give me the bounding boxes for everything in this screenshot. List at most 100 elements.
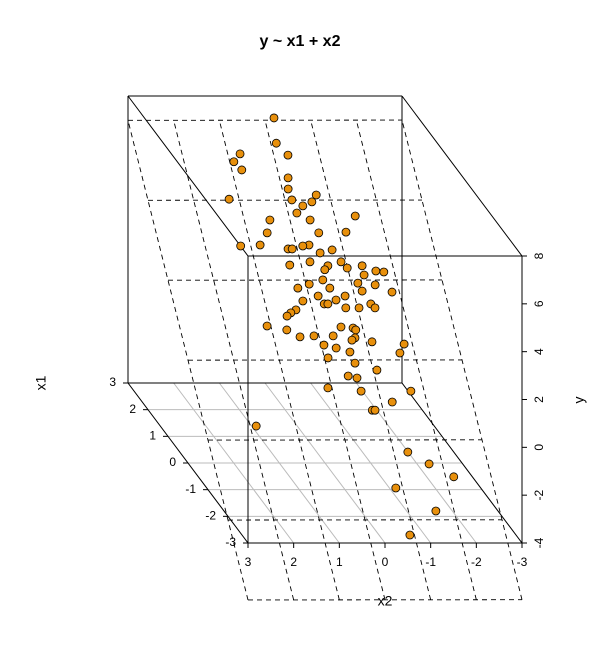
point bbox=[336, 322, 346, 332]
point bbox=[351, 325, 361, 335]
point bbox=[343, 371, 353, 381]
point bbox=[405, 530, 415, 540]
point bbox=[323, 353, 333, 363]
chart-title: y ~ x1 + x2 bbox=[260, 33, 341, 50]
x-tick-label: 2 bbox=[290, 555, 297, 569]
depth-axis-title: x1 bbox=[33, 375, 49, 390]
point bbox=[387, 287, 397, 297]
point bbox=[298, 296, 308, 306]
point bbox=[314, 228, 324, 238]
point bbox=[350, 211, 360, 221]
point bbox=[391, 483, 401, 493]
point bbox=[251, 421, 261, 431]
point bbox=[309, 331, 319, 341]
point bbox=[236, 241, 246, 251]
point bbox=[359, 270, 369, 280]
point bbox=[224, 194, 234, 204]
depth-tick-label: 3 bbox=[109, 375, 116, 389]
depth-tick-label: -2 bbox=[205, 509, 216, 523]
depth-tick-label: 1 bbox=[149, 429, 156, 443]
point bbox=[341, 227, 351, 237]
point bbox=[449, 472, 459, 482]
point bbox=[295, 332, 305, 342]
y-tick-label: 0 bbox=[532, 444, 546, 451]
point bbox=[372, 365, 382, 375]
depth-tick-label: -3 bbox=[225, 535, 236, 549]
point bbox=[340, 291, 350, 301]
box-edge bbox=[401, 382, 523, 544]
point bbox=[357, 261, 367, 271]
point bbox=[283, 150, 293, 160]
point bbox=[357, 286, 367, 296]
point bbox=[305, 257, 315, 267]
x-tick-label: 1 bbox=[336, 555, 343, 569]
point bbox=[387, 397, 397, 407]
point bbox=[406, 386, 416, 396]
point bbox=[287, 195, 297, 205]
point bbox=[341, 303, 351, 313]
depth-tick-label: -1 bbox=[185, 482, 196, 496]
point bbox=[265, 215, 275, 225]
point bbox=[350, 358, 360, 368]
x-tick-label: 3 bbox=[245, 555, 252, 569]
point bbox=[229, 157, 239, 167]
point bbox=[237, 165, 247, 175]
y-tick-label: 2 bbox=[532, 396, 546, 403]
x-axis-title: x2 bbox=[378, 593, 393, 609]
point bbox=[342, 263, 352, 273]
y-tick-label: 8 bbox=[532, 252, 546, 259]
point bbox=[328, 331, 338, 341]
y-tick-label: 6 bbox=[532, 300, 546, 307]
point bbox=[370, 303, 380, 313]
y-tick-label: -4 bbox=[532, 537, 546, 548]
y-axis-title: y bbox=[571, 397, 587, 404]
point bbox=[315, 248, 325, 258]
point bbox=[293, 283, 303, 293]
point bbox=[323, 299, 333, 309]
point bbox=[379, 267, 389, 277]
point bbox=[370, 405, 380, 415]
point bbox=[345, 347, 355, 357]
point bbox=[298, 201, 308, 211]
point bbox=[305, 215, 315, 225]
point bbox=[283, 184, 293, 194]
point bbox=[262, 321, 272, 331]
point bbox=[318, 275, 328, 285]
point bbox=[311, 190, 321, 200]
point bbox=[271, 138, 281, 148]
depth-tick-label: 2 bbox=[129, 402, 136, 416]
point bbox=[395, 348, 405, 358]
point bbox=[255, 240, 265, 250]
point bbox=[319, 340, 329, 350]
point bbox=[304, 279, 314, 289]
x-tick-label: -1 bbox=[425, 555, 436, 569]
point bbox=[298, 241, 308, 251]
point bbox=[352, 373, 362, 383]
point bbox=[371, 266, 381, 276]
point bbox=[424, 459, 434, 469]
point bbox=[331, 295, 341, 305]
point bbox=[354, 303, 364, 313]
point bbox=[353, 278, 363, 288]
point bbox=[325, 283, 335, 293]
point bbox=[313, 291, 323, 301]
point bbox=[282, 325, 292, 335]
point bbox=[331, 343, 341, 353]
point bbox=[356, 386, 366, 396]
point bbox=[285, 260, 295, 270]
point bbox=[323, 383, 333, 393]
point bbox=[287, 244, 297, 254]
x-tick-label: -2 bbox=[471, 555, 482, 569]
x-tick-label: 0 bbox=[382, 555, 389, 569]
point bbox=[327, 245, 337, 255]
point bbox=[269, 113, 279, 123]
point bbox=[282, 311, 292, 321]
point bbox=[307, 197, 317, 207]
point bbox=[347, 335, 357, 345]
point bbox=[283, 173, 293, 183]
point bbox=[370, 280, 380, 290]
box-edge bbox=[401, 95, 523, 257]
point bbox=[292, 208, 302, 218]
point bbox=[431, 506, 441, 516]
